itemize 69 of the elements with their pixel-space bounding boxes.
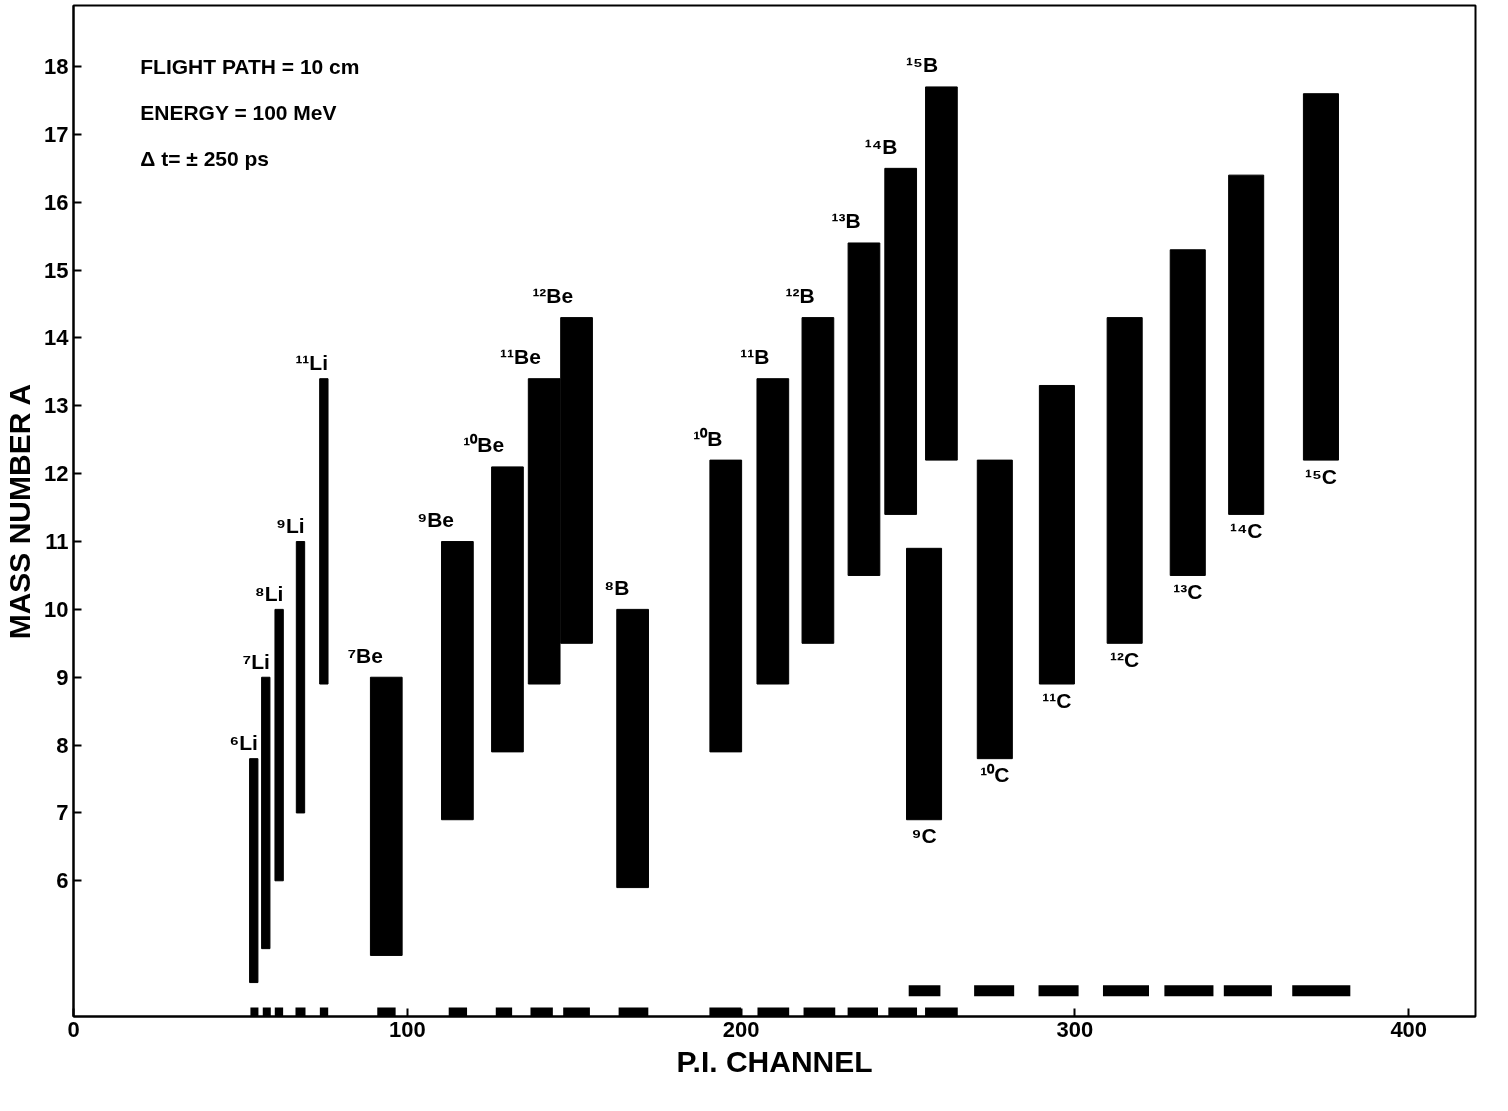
- data-label: ¹³B: [831, 209, 861, 233]
- data-label: ¹¹C: [1042, 688, 1072, 712]
- bar: [709, 459, 743, 753]
- bar: [756, 378, 790, 685]
- y-tick-label: 7: [56, 800, 69, 826]
- bar: [491, 466, 524, 753]
- data-label: ¹⁰B: [693, 426, 723, 450]
- bar: [441, 541, 474, 821]
- data-label: ¹³C: [1173, 579, 1203, 603]
- y-axis-title: MASS NUMBER A: [3, 383, 37, 640]
- data-label: ⁹C: [911, 824, 937, 848]
- data-label: ⁹Be: [417, 508, 455, 532]
- x-tick-label: 400: [1390, 1016, 1428, 1042]
- bar: [295, 541, 306, 814]
- bar: [1038, 384, 1075, 685]
- data-label: ¹⁵B: [906, 53, 939, 77]
- y-tick-label: 16: [44, 189, 69, 215]
- data-label: ¹⁴C: [1229, 518, 1263, 542]
- y-tick-label: 11: [45, 529, 69, 555]
- data-label: ⁶Li: [229, 731, 258, 755]
- y-tick-label: 15: [44, 257, 69, 283]
- annotation: Δ t= ± 250 ps: [140, 147, 270, 171]
- data-label: ⁸Li: [254, 581, 284, 605]
- bar: [1228, 174, 1265, 515]
- bar: [976, 459, 1013, 760]
- data-label: ⁸B: [604, 575, 630, 599]
- data-label: ⁷Li: [242, 649, 270, 673]
- bar: [1106, 317, 1143, 644]
- bar: [319, 378, 329, 685]
- bar: [616, 608, 649, 889]
- y-tick-label: 13: [44, 393, 69, 419]
- y-tick-label: 10: [44, 596, 69, 622]
- data-label: ¹⁵C: [1304, 464, 1337, 488]
- bar: [925, 86, 958, 461]
- x-tick-label: 300: [1056, 1016, 1094, 1042]
- bar: [1302, 93, 1339, 461]
- data-label: ⁷Be: [347, 643, 383, 667]
- y-tick-label: 18: [44, 54, 69, 80]
- y-tick-label: 8: [56, 732, 69, 758]
- bar: [249, 758, 259, 984]
- data-label: ¹⁴B: [864, 134, 898, 158]
- data-label: ¹⁰C: [980, 763, 1010, 787]
- annotation: FLIGHT PATH = 10 cm: [140, 55, 360, 79]
- x-tick-label: 0: [67, 1016, 80, 1042]
- data-label: ⁹Li: [276, 514, 305, 538]
- bar: [906, 547, 943, 821]
- bar: [261, 676, 271, 950]
- x-tick-label: 100: [388, 1016, 426, 1042]
- annotation: ENERGY = 100 MeV: [140, 101, 337, 125]
- bar: [847, 242, 881, 576]
- y-tick-label: 17: [44, 121, 69, 147]
- y-tick-label: 14: [44, 325, 70, 351]
- x-tick-label: 200: [722, 1016, 760, 1042]
- data-label: ¹²Be: [532, 284, 574, 308]
- data-label: ¹¹Be: [500, 345, 541, 369]
- bar: [369, 676, 403, 956]
- y-tick-label: 6: [56, 868, 69, 894]
- bar: [801, 317, 835, 644]
- data-label: ¹¹Li: [295, 351, 329, 375]
- bar: [1169, 249, 1206, 576]
- bar: [884, 167, 918, 515]
- y-tick-label: 12: [44, 461, 69, 487]
- bar: [274, 608, 284, 882]
- y-tick-label: 9: [56, 664, 69, 690]
- x-axis-title: P.I. CHANNEL: [676, 1044, 873, 1078]
- data-label: ¹²C: [1110, 647, 1140, 671]
- data-label: ¹²B: [785, 284, 815, 308]
- data-label: ¹⁰Be: [463, 433, 505, 457]
- data-label: ¹¹B: [740, 345, 770, 369]
